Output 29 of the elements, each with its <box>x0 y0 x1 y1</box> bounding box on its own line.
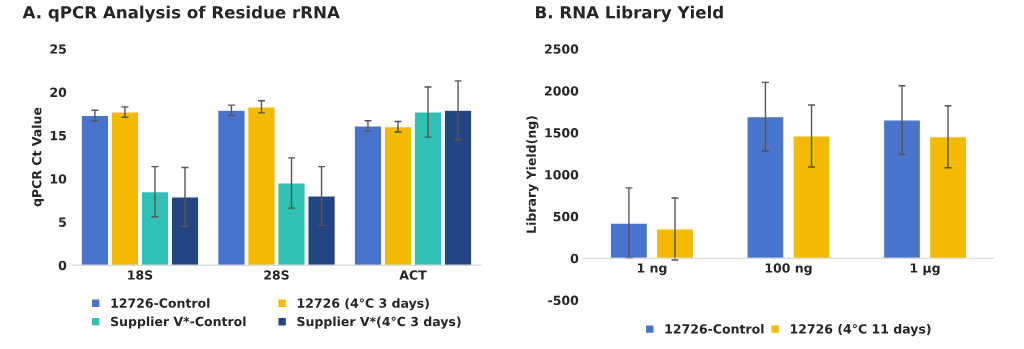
y-tick-label: 1500 <box>545 128 579 138</box>
chart-title: A. qPCR Analysis of Residue rRNA <box>22 5 340 22</box>
y-tick-label: 1000 <box>545 169 579 180</box>
y-tick-label: 0 <box>58 260 67 271</box>
y-axis-title: Library Yield(ng) <box>526 116 539 233</box>
x-tick-label: 28S <box>264 270 289 280</box>
y-tick-label: 20 <box>50 87 67 98</box>
legend-label: 12726-Control <box>111 298 210 308</box>
y-tick-label: 15 <box>50 131 66 141</box>
y-tick-label: 2000 <box>545 86 579 96</box>
y-tick-label: 25 <box>50 44 66 54</box>
x-tick-label: 18S <box>128 270 153 280</box>
legend-label: Supplier V*-Control <box>110 316 246 329</box>
legend-label: 12726 (4°C 11 days) <box>790 323 931 337</box>
y-tick-label: -500 <box>548 295 579 306</box>
x-tick-label: 100 ng <box>765 263 812 276</box>
y-tick-label: 0 <box>570 253 579 264</box>
legend-label: 12726 (4°C 3 days) <box>297 298 429 311</box>
x-tick-label: 1 ng <box>637 263 667 276</box>
chart-title: B. RNA Library Yield <box>536 5 723 22</box>
legend-label: 12726-Control <box>665 323 764 334</box>
y-tick-label: 2500 <box>545 44 579 54</box>
x-tick-label: 1 µg <box>910 263 940 276</box>
y-tick-label: 500 <box>553 211 579 222</box>
y-tick-label: 10 <box>50 174 67 184</box>
y-tick-label: 5 <box>59 217 66 227</box>
x-tick-label: ACT <box>399 270 427 280</box>
legend-label: Supplier V*(4°C 3 days) <box>297 316 461 329</box>
y-axis-title: qPCR Ct Value <box>31 107 44 207</box>
